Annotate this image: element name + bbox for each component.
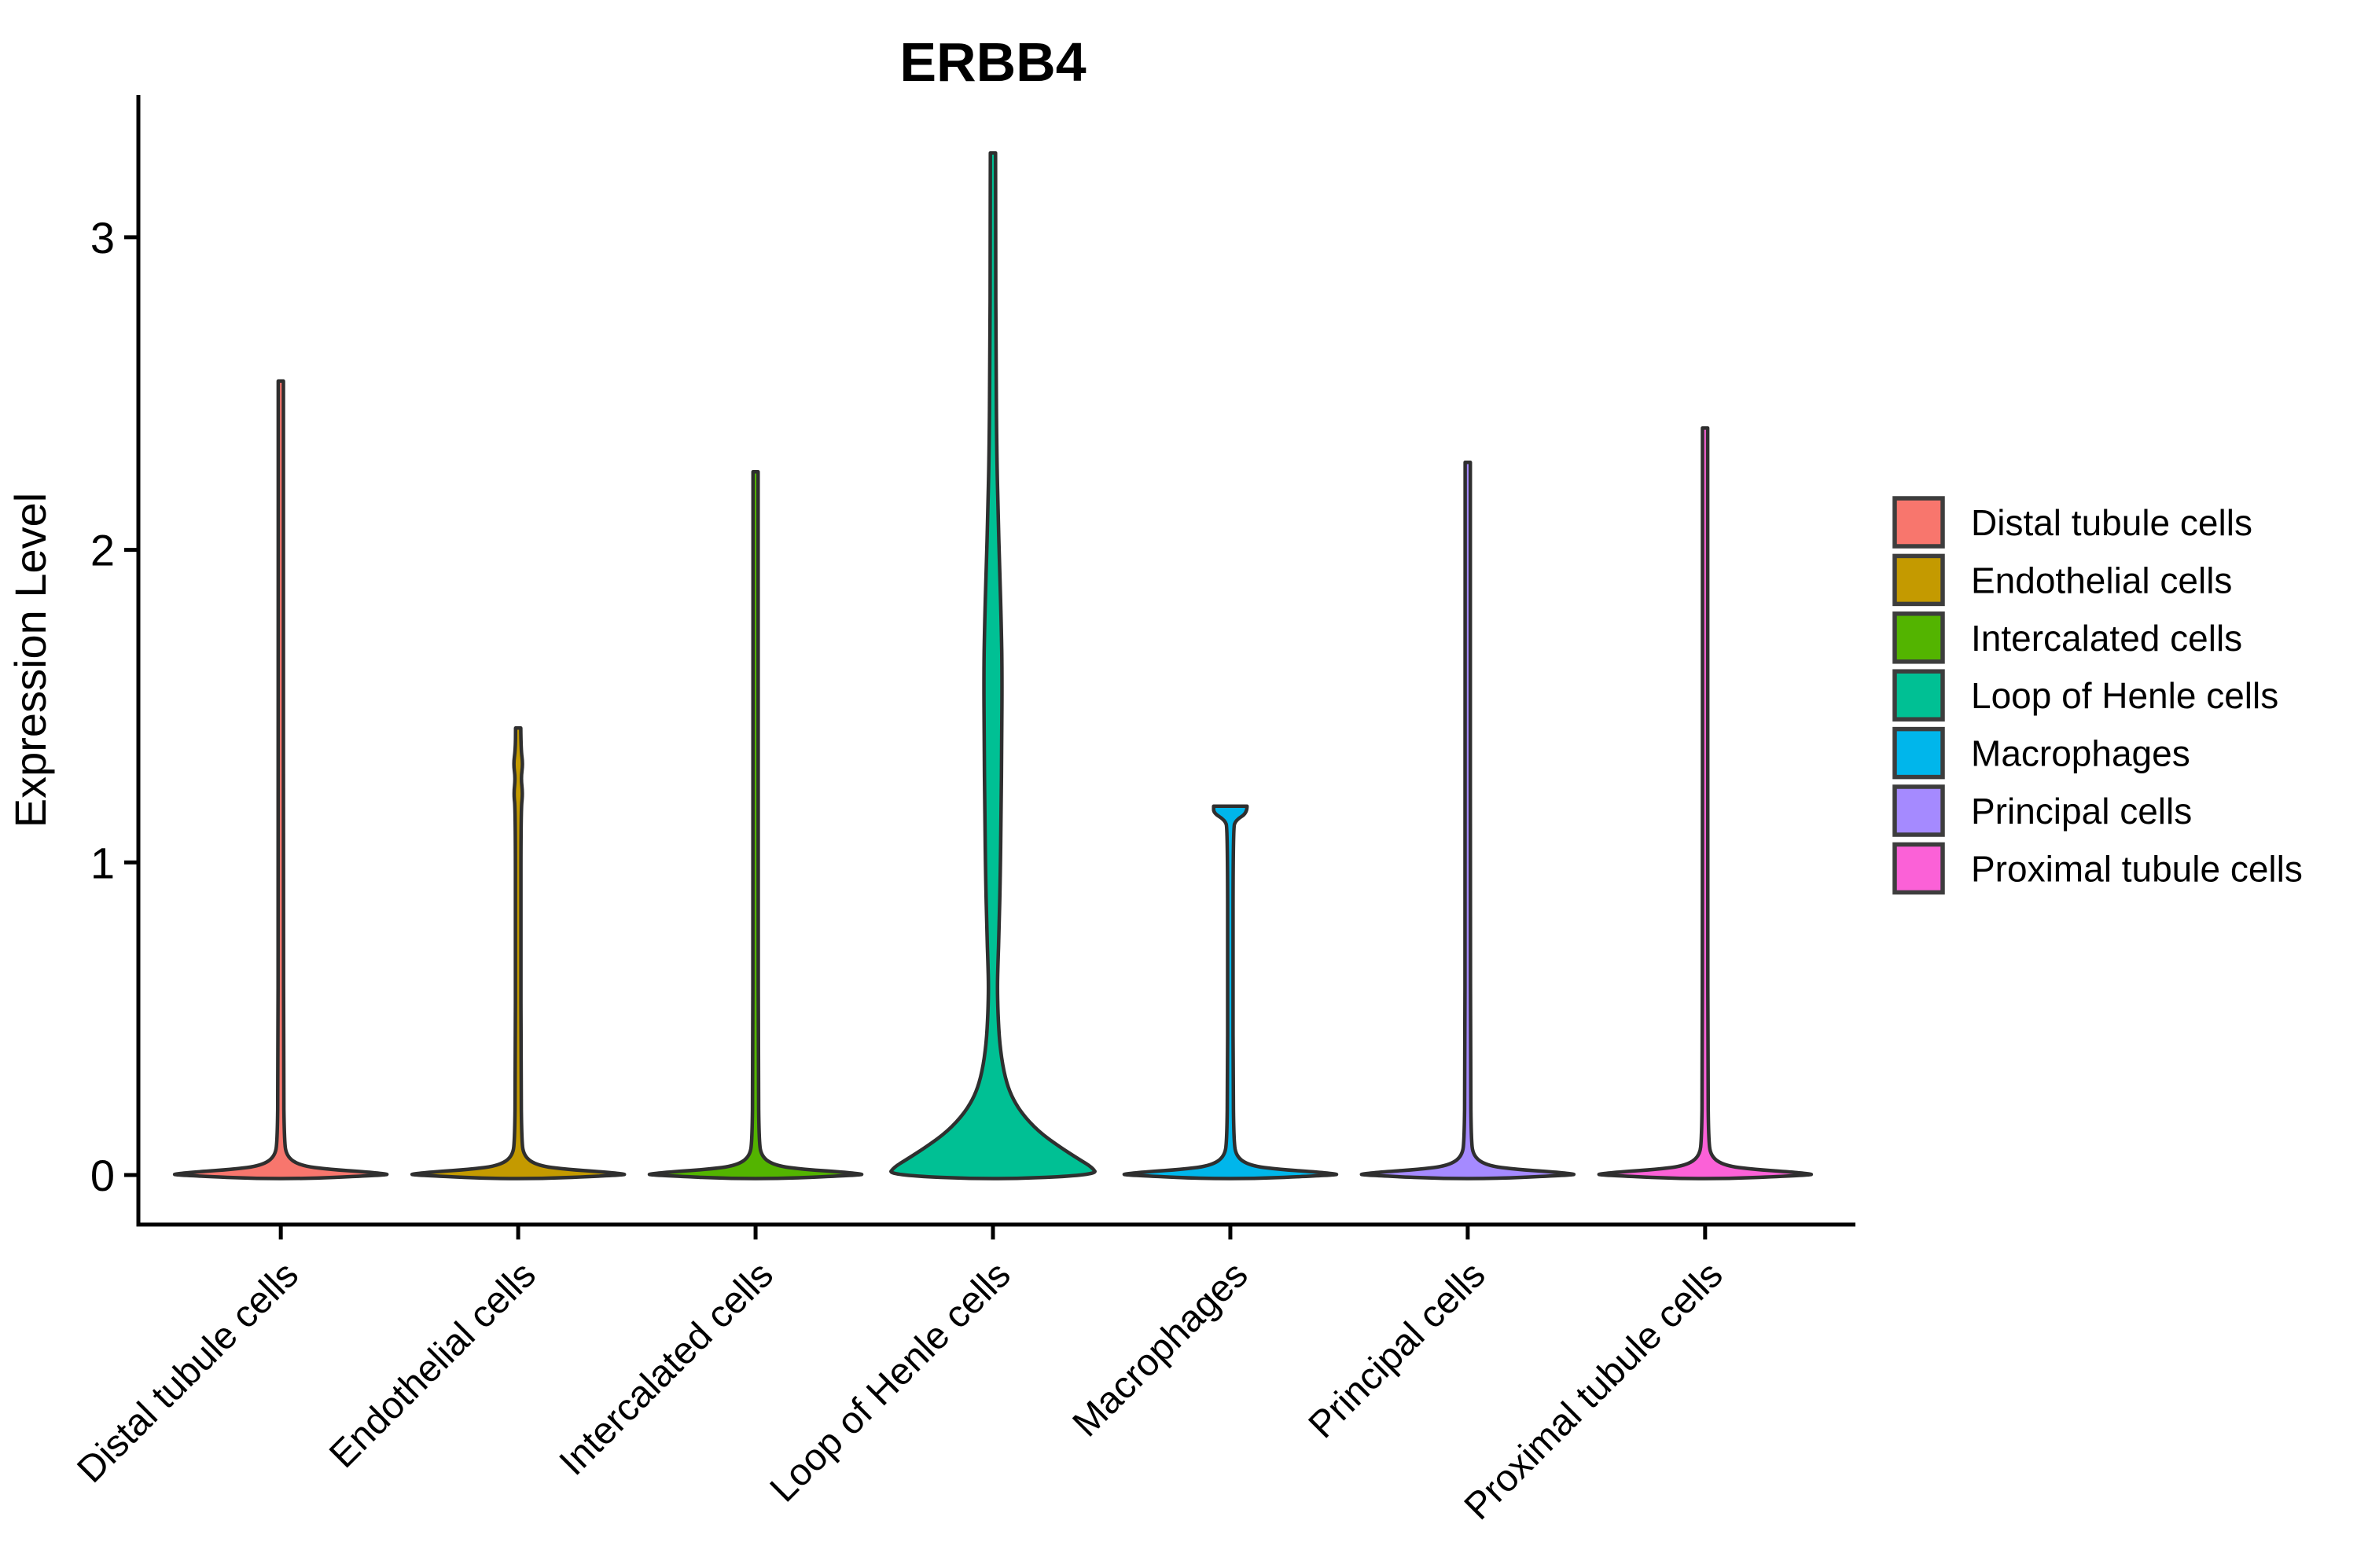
- violin-intercalated-cells: [647, 469, 864, 1181]
- legend-item-endothelial-cells: Endothelial cells: [1892, 553, 2232, 607]
- x-axis-ticks: Distal tubule cells Endothelial cells Inte…: [69, 1225, 1731, 1528]
- violin-macrophages: [1122, 804, 1339, 1181]
- y-tick-label-2: 2: [90, 526, 115, 575]
- x-tick-label-proximal-tubule-cells: Proximal tubule cells: [1457, 1254, 1731, 1528]
- x-tick-label-endothelial-cells: Endothelial cells: [322, 1254, 544, 1476]
- legend-item-intercalated-cells: Intercalated cells: [1892, 611, 2242, 664]
- legend-label-intercalated-cells: Intercalated cells: [1971, 618, 2242, 659]
- legend: Distal tubule cells Endothelial cells Inte…: [1892, 496, 2303, 895]
- x-tick-label-distal-tubule-cells: Distal tubule cells: [69, 1254, 307, 1491]
- y-tick-label-1: 1: [90, 838, 115, 887]
- legend-item-macrophages: Macrophages: [1892, 726, 2190, 780]
- legend-label-distal-tubule-cells: Distal tubule cells: [1971, 502, 2252, 543]
- legend-swatch-principal-cells: [1892, 784, 1945, 837]
- y-axis-ticks: 0 1 2 3: [90, 213, 138, 1200]
- legend-swatch-proximal-tubule-cells: [1892, 842, 1945, 895]
- x-tick-label-principal-cells: Principal cells: [1301, 1254, 1494, 1446]
- legend-item-loop-of-henle-cells: Loop of Henle cells: [1892, 669, 2278, 722]
- axes: [136, 95, 1855, 1227]
- violin-distal-tubule-cells: [172, 379, 389, 1181]
- violin-principal-cells: [1359, 460, 1576, 1181]
- x-tick-label-loop-of-henle-cells: Loop of Henle cells: [763, 1254, 1019, 1510]
- violin-proximal-tubule-cells: [1597, 426, 1814, 1181]
- legend-item-distal-tubule-cells: Distal tubule cells: [1892, 496, 2252, 549]
- legend-label-principal-cells: Principal cells: [1971, 791, 2192, 832]
- x-tick-label-intercalated-cells: Intercalated cells: [552, 1254, 781, 1483]
- legend-item-proximal-tubule-cells: Proximal tubule cells: [1892, 842, 2303, 895]
- y-axis-title: Expression Level: [6, 493, 55, 828]
- legend-swatch-distal-tubule-cells: [1892, 496, 1945, 549]
- violin-endothelial-cells: [410, 726, 627, 1181]
- legend-swatch-loop-of-henle-cells: [1892, 669, 1945, 722]
- y-tick-label-0: 0: [90, 1151, 115, 1200]
- x-tick-label-macrophages: Macrophages: [1065, 1254, 1256, 1445]
- legend-label-loop-of-henle-cells: Loop of Henle cells: [1971, 675, 2278, 716]
- violins: [172, 151, 1814, 1181]
- violin-loop-of-henle-cells: [889, 151, 1097, 1181]
- legend-swatch-macrophages: [1892, 726, 1945, 780]
- legend-swatch-intercalated-cells: [1892, 611, 1945, 664]
- legend-label-proximal-tubule-cells: Proximal tubule cells: [1971, 848, 2303, 889]
- legend-item-principal-cells: Principal cells: [1892, 784, 2192, 837]
- legend-label-endothelial-cells: Endothelial cells: [1971, 560, 2232, 600]
- y-tick-label-3: 3: [90, 213, 115, 263]
- chart-title: ERBB4: [899, 31, 1086, 93]
- legend-label-macrophages: Macrophages: [1971, 733, 2190, 774]
- legend-swatch-endothelial-cells: [1892, 553, 1945, 607]
